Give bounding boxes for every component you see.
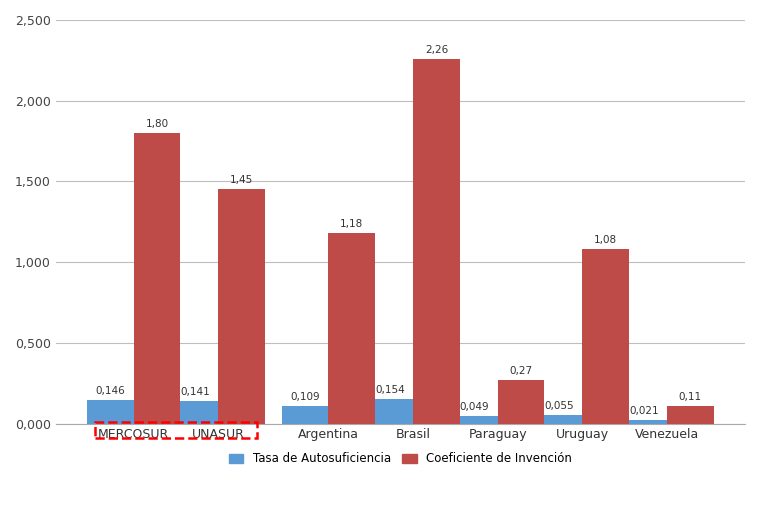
Text: 1,80: 1,80: [145, 119, 169, 129]
Text: 0,109: 0,109: [290, 392, 320, 402]
Bar: [366, 399, 413, 423]
Bar: [582, 249, 629, 423]
Bar: [218, 189, 265, 423]
Text: 1,18: 1,18: [340, 219, 363, 229]
Text: 0,154: 0,154: [375, 385, 405, 394]
Text: 1,08: 1,08: [594, 235, 617, 245]
Bar: [498, 380, 544, 423]
Text: 0,141: 0,141: [180, 387, 210, 397]
Text: 2,26: 2,26: [425, 45, 448, 54]
Bar: [134, 133, 180, 423]
Bar: [536, 415, 582, 423]
Bar: [87, 400, 134, 423]
Legend: Tasa de Autosuficiencia, Coeficiente de Invención: Tasa de Autosuficiencia, Coeficiente de …: [224, 447, 577, 470]
Bar: [172, 401, 218, 423]
Bar: [282, 406, 328, 423]
Bar: [328, 233, 375, 423]
Text: 0,11: 0,11: [679, 392, 702, 402]
Bar: [451, 415, 498, 423]
Bar: [621, 420, 667, 423]
Text: 0,146: 0,146: [96, 386, 125, 396]
Text: 0,27: 0,27: [509, 366, 533, 376]
Bar: [413, 59, 460, 423]
Text: 0,021: 0,021: [629, 406, 659, 416]
Text: 0,049: 0,049: [460, 402, 489, 412]
Text: 1,45: 1,45: [230, 176, 253, 185]
Text: 0,055: 0,055: [544, 401, 574, 411]
Bar: [667, 406, 714, 423]
